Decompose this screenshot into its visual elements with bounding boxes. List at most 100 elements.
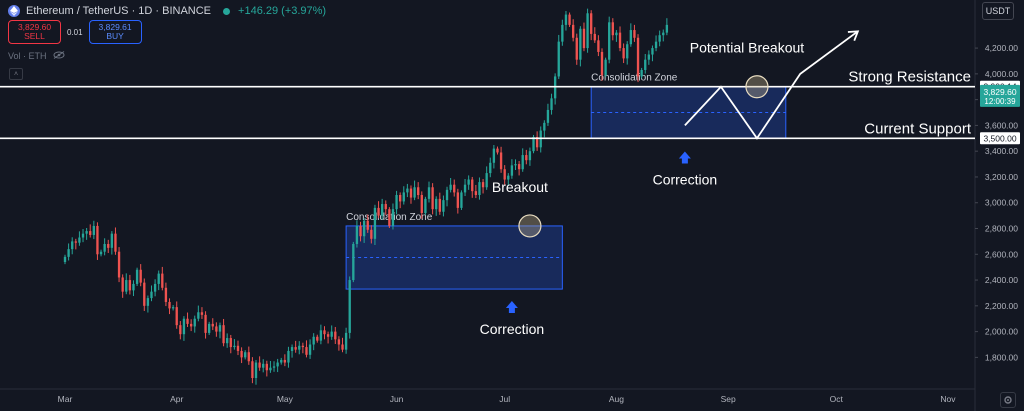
last-price-tag <box>980 84 1020 107</box>
candle-body <box>103 243 106 252</box>
chart-settings-button[interactable] <box>1000 392 1016 408</box>
candle-body <box>615 32 618 36</box>
trade-panel: 3,829.60 SELL 0.01 3,829.61 BUY <box>8 20 142 44</box>
y-tick-label: 4,000.00 <box>985 69 1018 79</box>
candle-body <box>453 184 456 193</box>
candle-body <box>251 361 254 378</box>
currency-selector[interactable]: USDT <box>982 2 1014 20</box>
candle-body <box>308 344 312 355</box>
candle-body <box>197 312 200 319</box>
candle-body <box>334 331 337 340</box>
candle-body <box>391 209 395 226</box>
candle-body <box>380 204 384 216</box>
candle-body <box>525 155 528 161</box>
candle-body <box>474 191 478 195</box>
level-name: Strong Resistance <box>848 69 971 86</box>
candle-body <box>193 318 196 327</box>
candle-body <box>600 51 604 76</box>
zone-label: Consolidation Zone <box>591 73 678 84</box>
sell-label: SELL <box>24 31 45 41</box>
candle-body <box>662 32 665 36</box>
collapse-legend-button[interactable]: ˄ <box>9 68 23 80</box>
candle-body <box>71 241 74 250</box>
candle-body <box>492 148 496 163</box>
candle-body <box>658 35 661 42</box>
candle-body <box>258 362 261 368</box>
candle-body <box>323 330 326 335</box>
candle-body <box>362 220 366 237</box>
candle-body <box>171 307 175 309</box>
candle-body <box>528 151 532 161</box>
candle-body <box>521 155 524 170</box>
x-tick-label: Jul <box>499 394 510 404</box>
y-tick-label: 3,600.00 <box>985 120 1018 130</box>
sell-button[interactable]: 3,829.60 SELL <box>8 20 61 44</box>
candle-body <box>564 14 568 25</box>
last-price-label: 3,829.60 <box>983 87 1016 97</box>
candle-body <box>117 251 121 278</box>
candle-body <box>571 24 575 38</box>
buy-button[interactable]: 3,829.61 BUY <box>88 20 142 44</box>
x-tick-label: Aug <box>609 394 624 404</box>
candle-body <box>226 338 229 344</box>
candle-body <box>298 345 301 350</box>
candle-body <box>373 207 377 239</box>
candle-body <box>319 330 323 341</box>
candle-body <box>456 192 460 208</box>
annotation-label: Correction <box>653 171 718 187</box>
candle-body <box>499 152 503 170</box>
candle-body <box>85 231 88 234</box>
candle-body <box>640 69 643 77</box>
candle-body <box>312 336 315 345</box>
candle-body <box>200 312 204 315</box>
candle-body <box>89 231 92 235</box>
candle-body <box>543 122 546 131</box>
candle-body <box>510 165 514 176</box>
candle-body <box>485 173 488 188</box>
candle-body <box>507 175 510 180</box>
candle-body <box>211 323 214 327</box>
chevron-up-icon: ˄ <box>13 70 19 78</box>
level-name: Current Support <box>864 120 972 137</box>
candle-body <box>359 225 362 237</box>
candle-body <box>532 137 535 152</box>
candle-body <box>489 162 492 174</box>
symbol-title[interactable]: Ethereum / TetherUS · 1D · BINANCE <box>26 5 212 17</box>
correction-arrow-icon <box>678 151 691 164</box>
price-change: +146.29 (+3.97%) <box>238 5 327 17</box>
candle-body <box>611 22 614 36</box>
candle-body <box>348 280 351 333</box>
candle-body <box>290 347 294 351</box>
candle-body <box>413 187 416 198</box>
candle-body <box>254 362 258 378</box>
candle-body <box>233 345 236 348</box>
candle-body <box>471 179 474 192</box>
candle-body <box>463 184 467 193</box>
candle-body <box>478 182 481 195</box>
candle-body <box>139 269 142 283</box>
y-tick-label: 2,800.00 <box>985 224 1018 234</box>
candle-body <box>344 332 348 350</box>
candle-body <box>236 345 240 351</box>
y-tick-label: 2,600.00 <box>985 249 1018 259</box>
candle-body <box>395 195 398 210</box>
candle-body <box>125 280 128 292</box>
candle-body <box>535 137 539 148</box>
candle-body <box>164 287 168 302</box>
candle-body <box>355 225 359 244</box>
eye-icon[interactable] <box>53 51 65 61</box>
y-tick-label: 2,000.00 <box>985 327 1018 337</box>
candle-body <box>633 30 636 38</box>
candle-body <box>244 352 247 358</box>
candle-body <box>517 164 521 170</box>
candle-body <box>99 251 103 255</box>
candle-body <box>629 30 632 45</box>
candle-body <box>593 33 596 41</box>
candle-body <box>74 241 77 243</box>
candle-body <box>622 48 625 59</box>
candle-body <box>467 179 470 185</box>
candle-body <box>341 344 344 350</box>
symbol-header: Ethereum / TetherUS · 1D · BINANCE +146.… <box>8 3 326 19</box>
candle-body <box>294 347 297 350</box>
